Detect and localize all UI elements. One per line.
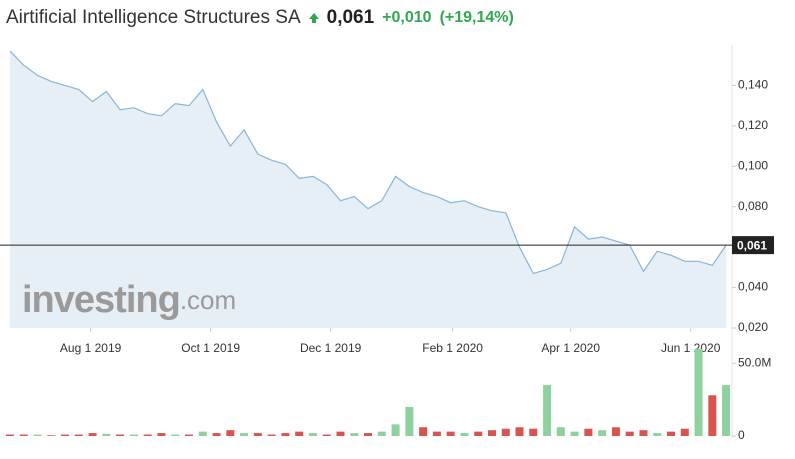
- volume-bar: [267, 434, 276, 436]
- volume-bar: [171, 434, 180, 436]
- last-price-label: 0,061: [737, 238, 767, 252]
- x-tick-label: Feb 1 2020: [422, 341, 483, 355]
- change-pct: (+19,14%): [439, 9, 514, 26]
- change: +0,010: [382, 9, 432, 26]
- volume-bar: [308, 433, 317, 436]
- volume-bar: [19, 434, 28, 436]
- y-tick-label: 0,120: [738, 118, 768, 132]
- volume-bar: [129, 434, 138, 436]
- volume-bar: [543, 385, 552, 436]
- volume-bar: [708, 395, 717, 436]
- volume-bar: [198, 431, 207, 436]
- volume-bar: [653, 433, 662, 436]
- volume-bar: [667, 431, 676, 436]
- volume-bar: [88, 433, 97, 436]
- volume-bar: [5, 434, 14, 436]
- watermark-suffix: .com: [180, 285, 236, 315]
- volume-bar: [47, 435, 56, 436]
- volume-bar: [529, 428, 538, 436]
- y-tick-label: 0,140: [738, 78, 768, 92]
- y-tick-label: 0,080: [738, 199, 768, 213]
- volume-bar: [625, 431, 634, 436]
- x-tick-label: Aug 1 2019: [60, 341, 122, 355]
- volume-bar: [570, 431, 579, 436]
- volume-bar: [419, 427, 428, 436]
- volume-bar: [584, 428, 593, 436]
- volume-bar: [598, 430, 607, 436]
- y-tick-label: 0,040: [738, 280, 768, 294]
- price-line: [9, 50, 727, 275]
- volume-bar: [116, 434, 125, 436]
- volume-bar: [680, 428, 689, 436]
- volume-bar: [460, 433, 469, 436]
- volume-bar: [722, 385, 731, 436]
- volume-bar: [694, 348, 703, 436]
- volume-bar: [487, 430, 496, 436]
- volume-bar: [143, 434, 152, 436]
- volume-bar: [432, 431, 441, 436]
- volume-bar: [364, 433, 373, 436]
- volume-bar: [336, 431, 345, 436]
- volume-bar: [253, 433, 262, 436]
- volume-bar: [446, 431, 455, 436]
- volume-bar: [501, 428, 510, 436]
- volume-bar: [391, 424, 400, 436]
- volume-tick-label: 0: [738, 428, 745, 442]
- volume-bar: [281, 433, 290, 436]
- volume-bar: [226, 430, 235, 436]
- volume-bar: [185, 434, 193, 436]
- x-tick-label: Dec 1 2019: [300, 341, 362, 355]
- up-arrow: [308, 13, 319, 23]
- volume-bar: [474, 431, 483, 436]
- volume-tick-label: 50.0M: [738, 355, 771, 369]
- volume-bar: [405, 406, 414, 436]
- x-tick-label: Oct 1 2019: [181, 341, 240, 355]
- volume-bar: [157, 433, 166, 436]
- volume-bar: [295, 431, 304, 436]
- volume-bar: [322, 434, 331, 436]
- x-tick-label: Jun 1 2020: [661, 341, 721, 355]
- y-tick-label: 0,100: [738, 158, 768, 172]
- x-tick-label: Apr 1 2020: [541, 341, 600, 355]
- volume-bar: [102, 433, 111, 436]
- volume-bar: [556, 427, 565, 436]
- volume-bar: [74, 434, 83, 436]
- watermark: investing.com: [22, 279, 236, 321]
- volume-bar: [639, 430, 648, 436]
- volume-bar: [240, 433, 249, 436]
- watermark-main: investing: [22, 279, 180, 321]
- volume-bar: [350, 433, 359, 436]
- volume-bar: [61, 434, 70, 436]
- volume-bar: [515, 427, 524, 436]
- title: Airtificial Intelligence Structures SA: [6, 7, 301, 28]
- price-area: [9, 51, 727, 328]
- price: 0,061: [326, 7, 375, 28]
- y-tick-label: 0,020: [738, 320, 768, 334]
- header: Airtificial Intelligence Structures SA 0…: [6, 4, 514, 32]
- volume-bar: [377, 431, 386, 436]
- volume-bar: [611, 427, 620, 436]
- volume-bar: [212, 433, 221, 436]
- volume-bar: [33, 434, 42, 436]
- last-price-box: [732, 236, 774, 255]
